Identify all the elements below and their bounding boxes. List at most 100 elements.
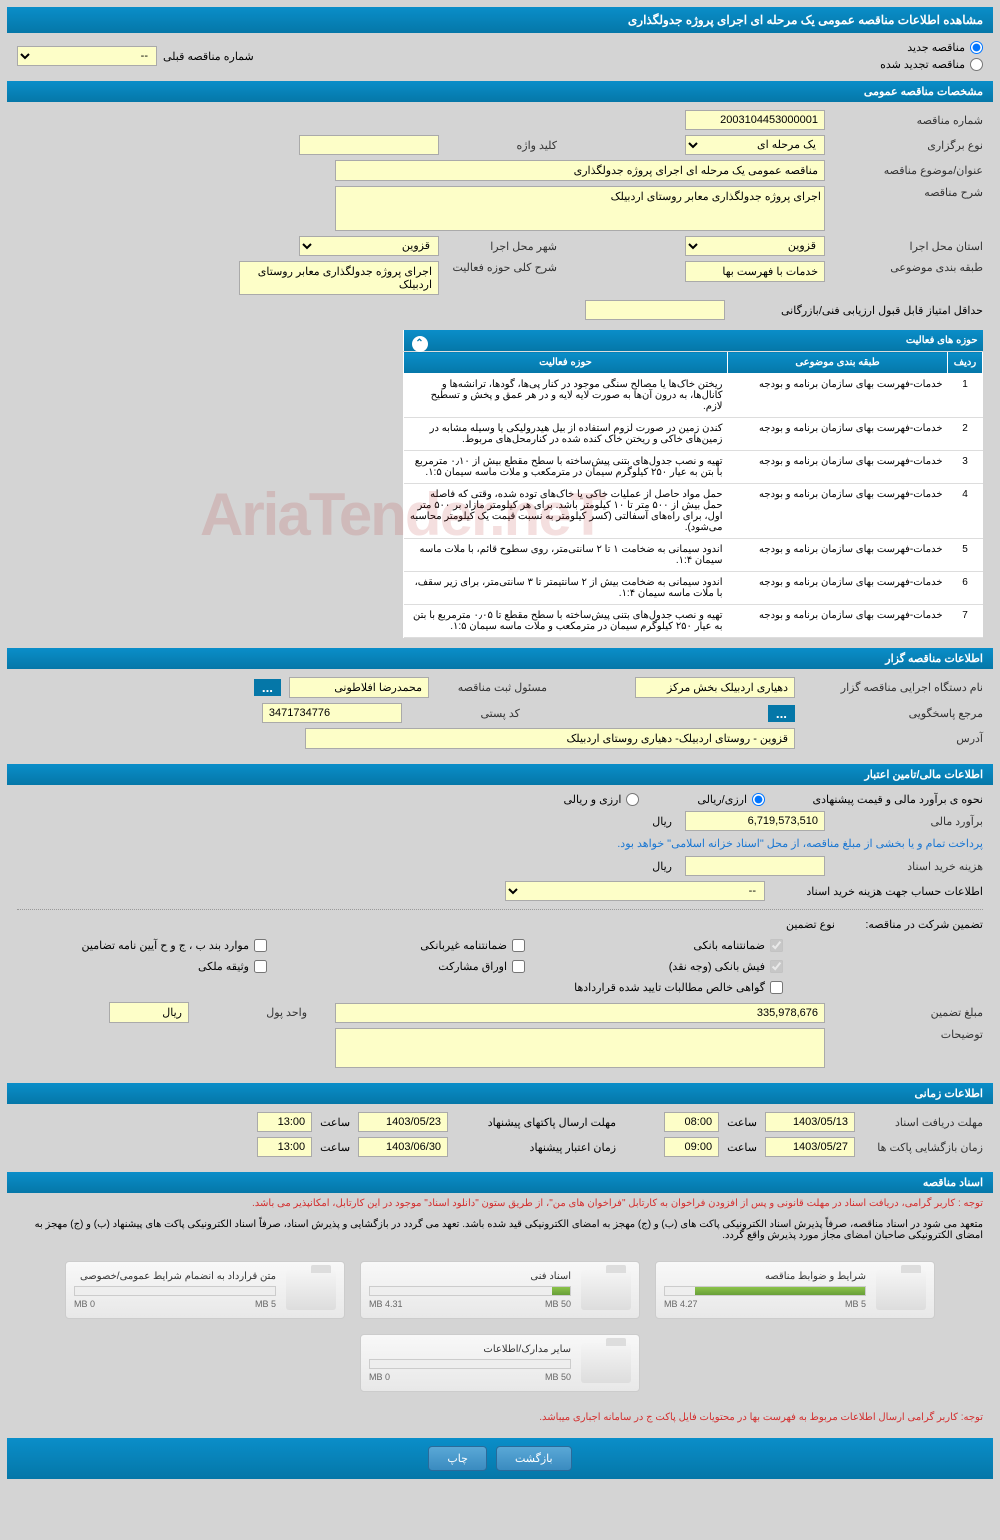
- row-activity: حمل مواد حاصل از عملیات خاکی یا خاک‌های …: [404, 484, 728, 539]
- desc-field[interactable]: اجرای پروژه جدولگذاری معابر روستای اردبی…: [335, 186, 825, 231]
- row-num: 1: [948, 374, 983, 418]
- category-label: طبقه بندی موضوعی: [833, 261, 983, 274]
- desc-label: شرح مناقصه: [833, 186, 983, 199]
- row-num: 5: [948, 539, 983, 572]
- radio-currency[interactable]: ارزی و ریالی: [563, 793, 639, 806]
- radio-renewed-input[interactable]: [970, 58, 983, 71]
- cb-nonbank-guar[interactable]: ضمانتنامه غیربانکی: [275, 939, 525, 952]
- doc-cost-field: [685, 856, 825, 876]
- type-select[interactable]: یک مرحله ای: [685, 135, 825, 155]
- keyword-label: کلید واژه: [447, 139, 557, 152]
- file-title: شرایط و ضوابط مناقصه: [664, 1271, 866, 1282]
- cb-receivables[interactable]: گواهی خالص مطالبات تایید شده قراردادها: [533, 981, 783, 994]
- progress-bar: [369, 1286, 571, 1296]
- subject-label: عنوان/موضوع مناقصه: [833, 164, 983, 177]
- row-cat: خدمات-فهرست بهای سازمان برنامه و بودجه: [728, 572, 948, 605]
- registrar-field: محمدرضا افلاطونی: [289, 677, 429, 698]
- postal-label: کد پستی: [410, 707, 520, 720]
- progress-bar: [369, 1359, 571, 1369]
- subject-field: مناقصه عمومی یک مرحله ای اجرای پروژه جدو…: [335, 160, 825, 181]
- activity-desc-field: اجرای پروژه جدولگذاری معابر روستای اردبی…: [239, 261, 439, 295]
- section-docs: اسناد مناقصه: [7, 1172, 993, 1193]
- folder-icon: [581, 1270, 631, 1310]
- col-activity: حوزه فعالیت: [404, 352, 728, 374]
- col-num: ردیف: [948, 352, 983, 374]
- radio-renewed-tender[interactable]: مناقصه تجدید شده: [880, 58, 983, 71]
- notes-field[interactable]: [335, 1028, 825, 1068]
- account-select[interactable]: --: [505, 881, 765, 901]
- doc-receive-date: 1403/05/13: [765, 1112, 855, 1132]
- prev-tender-label: شماره مناقصه قبلی: [163, 50, 254, 63]
- province-select[interactable]: قزوین: [685, 236, 825, 256]
- min-score-label: حداقل امتیاز قابل قبول ارزیابی فنی/بازرگ…: [733, 304, 983, 317]
- table-row: 4 خدمات-فهرست بهای سازمان برنامه و بودجه…: [404, 484, 983, 539]
- city-select[interactable]: قزوین: [299, 236, 439, 256]
- row-activity: تهیه و نصب جدول‌های بتنی پیش‌ساخته با سط…: [404, 451, 728, 484]
- rial-unit-2: ریال: [652, 860, 672, 873]
- radio-new-input[interactable]: [970, 41, 983, 54]
- category-field: خدمات با فهرست بها: [685, 261, 825, 282]
- file-box[interactable]: سایر مدارک/اطلاعات 50 MB0 MB: [360, 1334, 640, 1392]
- file-title: سایر مدارک/اطلاعات: [369, 1344, 571, 1355]
- cb-items-bjh[interactable]: موارد بند ب ، ج و ح آیین نامه تضامین: [17, 939, 267, 952]
- proposal-send-time: 13:00: [257, 1112, 312, 1132]
- agency-label: نام دستگاه اجرایی مناقصه گزار: [803, 681, 983, 694]
- radio-rial[interactable]: ارزی/ریالی: [697, 793, 765, 806]
- registrar-lookup-button[interactable]: ...: [254, 679, 281, 696]
- file-size: 50 MB4.31 MB: [369, 1299, 571, 1309]
- row-cat: خدمات-فهرست بهای سازمان برنامه و بودجه: [728, 374, 948, 418]
- cb-bank-guar[interactable]: ضمانتنامه بانکی: [533, 939, 783, 952]
- file-box[interactable]: شرایط و ضوابط مناقصه 5 MB4.27 MB: [655, 1261, 935, 1319]
- row-cat: خدمات-فهرست بهای سازمان برنامه و بودجه: [728, 451, 948, 484]
- validity-label: زمان اعتبار پیشنهاد: [456, 1141, 616, 1154]
- docs-note-1: توجه : کاربر گرامی، دریافت اسناد در مهلت…: [7, 1193, 993, 1214]
- file-title: اسناد فنی: [369, 1271, 571, 1282]
- time-label-2: ساعت: [320, 1116, 350, 1129]
- folder-icon: [286, 1270, 336, 1310]
- cb-shares[interactable]: اوراق مشارکت: [275, 960, 525, 973]
- file-box[interactable]: اسناد فنی 50 MB4.31 MB: [360, 1261, 640, 1319]
- cb-property[interactable]: وثیقه ملکی: [17, 960, 267, 973]
- cb-cash[interactable]: فیش بانکی (وجه نقد): [533, 960, 783, 973]
- guarantee-label: تضمین شرکت در مناقصه:: [843, 918, 983, 931]
- row-cat: خدمات-فهرست بهای سازمان برنامه و بودجه: [728, 605, 948, 638]
- registrar-label: مسئول ثبت مناقصه: [437, 681, 547, 694]
- row-num: 3: [948, 451, 983, 484]
- province-label: استان محل اجرا: [833, 240, 983, 253]
- table-row: 2 خدمات-فهرست بهای سازمان برنامه و بودجه…: [404, 418, 983, 451]
- row-activity: اندود سیمانی به ضخامت ۱ تا ۲ سانتی‌متر، …: [404, 539, 728, 572]
- row-cat: خدمات-فهرست بهای سازمان برنامه و بودجه: [728, 418, 948, 451]
- table-row: 6 خدمات-فهرست بهای سازمان برنامه و بودجه…: [404, 572, 983, 605]
- time-label-3: ساعت: [727, 1141, 757, 1154]
- contact-lookup-button[interactable]: ...: [768, 705, 795, 722]
- prev-tender-select[interactable]: --: [17, 46, 157, 66]
- postal-field: 3471734776: [262, 703, 402, 723]
- budget-label: برآورد مالی: [833, 815, 983, 828]
- contact-label: مرجع پاسخگویی: [803, 707, 983, 720]
- radio-new-tender[interactable]: مناقصه جدید: [880, 41, 983, 54]
- collapse-icon[interactable]: ⌃: [412, 336, 428, 352]
- row-num: 4: [948, 484, 983, 539]
- doc-cost-label: هزینه خرید اسناد: [833, 860, 983, 873]
- agency-field: دهیاری اردبیلک بخش مرکز: [635, 677, 795, 698]
- source-note: پرداخت تمام و یا بخشی از مبلغ مناقصه، از…: [17, 837, 983, 850]
- estimate-label: نحوه ی برآورد مالی و قیمت پیشنهادی: [773, 793, 983, 806]
- back-button[interactable]: بازگشت: [496, 1446, 572, 1471]
- activity-table: حوزه های فعالیت⌃ ردیف طبقه بندی موضوعی ح…: [403, 330, 983, 638]
- print-button[interactable]: چاپ: [428, 1446, 487, 1471]
- type-label: نوع برگزاری: [833, 139, 983, 152]
- open-date: 1403/05/27: [765, 1137, 855, 1157]
- row-num: 7: [948, 605, 983, 638]
- guarantee-type-label: نوع تضمین: [786, 918, 835, 931]
- row-activity: اندود سیمانی به ضخامت بیش از ۲ سانتیمتر …: [404, 572, 728, 605]
- progress-bar: [74, 1286, 276, 1296]
- file-box[interactable]: متن قرارداد به انضمام شرایط عمومی/خصوصی …: [65, 1261, 345, 1319]
- tender-no-field: 2003104453000001: [685, 110, 825, 130]
- rial-unit: ریال: [652, 815, 672, 828]
- folder-icon: [876, 1270, 926, 1310]
- row-cat: خدمات-فهرست بهای سازمان برنامه و بودجه: [728, 484, 948, 539]
- activity-desc-label: شرح کلی حوزه فعالیت: [447, 261, 557, 274]
- notes-label: توضیحات: [833, 1028, 983, 1041]
- section-general: مشخصات مناقصه عمومی: [7, 81, 993, 102]
- tender-no-label: شماره مناقصه: [833, 114, 983, 127]
